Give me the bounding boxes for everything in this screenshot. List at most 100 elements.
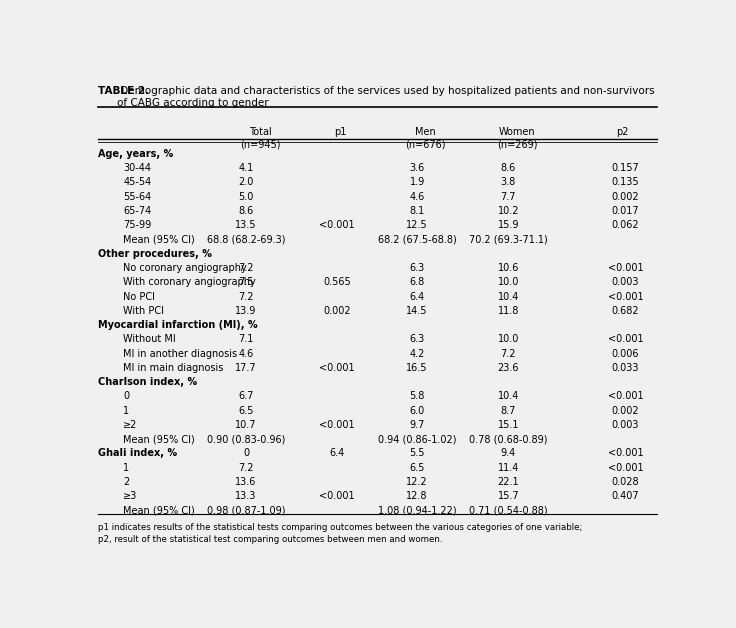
Text: 1.9: 1.9: [409, 177, 425, 187]
Text: ≥3: ≥3: [124, 491, 138, 501]
Text: <0.001: <0.001: [319, 491, 355, 501]
Text: 0.157: 0.157: [612, 163, 639, 173]
Text: 0.78 (0.68-0.89): 0.78 (0.68-0.89): [469, 434, 548, 444]
Text: 75-99: 75-99: [124, 220, 152, 230]
Text: 6.3: 6.3: [409, 263, 425, 273]
Text: Without MI: Without MI: [124, 334, 176, 344]
Text: 9.4: 9.4: [500, 448, 516, 458]
Text: 70.2 (69.3-71.1): 70.2 (69.3-71.1): [469, 234, 548, 244]
Text: 3.6: 3.6: [409, 163, 425, 173]
Text: 14.5: 14.5: [406, 306, 428, 316]
Text: 10.0: 10.0: [498, 277, 519, 287]
Text: 0.71 (0.54-0.88): 0.71 (0.54-0.88): [469, 506, 548, 516]
Text: 65-74: 65-74: [124, 206, 152, 216]
Text: <0.001: <0.001: [607, 391, 643, 401]
Text: Myocardial infarction (MI), %: Myocardial infarction (MI), %: [98, 320, 258, 330]
Text: 13.6: 13.6: [236, 477, 257, 487]
Text: 0.003: 0.003: [612, 277, 639, 287]
Text: 6.4: 6.4: [409, 291, 425, 301]
Text: 13.5: 13.5: [236, 220, 257, 230]
Text: 5.8: 5.8: [409, 391, 425, 401]
Text: 15.9: 15.9: [498, 220, 519, 230]
Text: <0.001: <0.001: [607, 334, 643, 344]
Text: 8.6: 8.6: [500, 163, 516, 173]
Text: Demographic data and characteristics of the services used by hospitalized patien: Demographic data and characteristics of …: [116, 86, 654, 107]
Text: 6.3: 6.3: [409, 334, 425, 344]
Text: Total
(n=945): Total (n=945): [240, 127, 280, 149]
Text: 10.2: 10.2: [498, 206, 519, 216]
Text: Mean (95% CI): Mean (95% CI): [124, 506, 195, 516]
Text: 6.4: 6.4: [330, 448, 345, 458]
Text: 22.1: 22.1: [498, 477, 519, 487]
Text: 5.5: 5.5: [409, 448, 425, 458]
Text: TABLE 2.: TABLE 2.: [98, 86, 149, 96]
Text: 7.7: 7.7: [500, 192, 516, 202]
Text: 4.1: 4.1: [238, 163, 254, 173]
Text: 7.5: 7.5: [238, 277, 254, 287]
Text: 16.5: 16.5: [406, 363, 428, 373]
Text: 10.4: 10.4: [498, 391, 519, 401]
Text: 10.6: 10.6: [498, 263, 519, 273]
Text: 0.062: 0.062: [612, 220, 639, 230]
Text: 0.565: 0.565: [323, 277, 351, 287]
Text: 2: 2: [124, 477, 130, 487]
Text: p2: p2: [616, 127, 629, 137]
Text: 15.1: 15.1: [498, 420, 519, 430]
Text: 7.2: 7.2: [238, 463, 254, 473]
Text: 10.0: 10.0: [498, 334, 519, 344]
Text: 4.2: 4.2: [409, 349, 425, 359]
Text: <0.001: <0.001: [607, 463, 643, 473]
Text: MI in main diagnosis: MI in main diagnosis: [124, 363, 224, 373]
Text: 0.028: 0.028: [612, 477, 639, 487]
Text: 0: 0: [243, 448, 249, 458]
Text: Women
(n=269): Women (n=269): [497, 127, 537, 149]
Text: 0.033: 0.033: [612, 363, 639, 373]
Text: 0.682: 0.682: [612, 306, 639, 316]
Text: 0.002: 0.002: [612, 406, 639, 416]
Text: 15.7: 15.7: [498, 491, 519, 501]
Text: 0.002: 0.002: [323, 306, 351, 316]
Text: 12.2: 12.2: [406, 477, 428, 487]
Text: 30-44: 30-44: [124, 163, 152, 173]
Text: 11.8: 11.8: [498, 306, 519, 316]
Text: 55-64: 55-64: [124, 192, 152, 202]
Text: 7.2: 7.2: [500, 349, 516, 359]
Text: <0.001: <0.001: [607, 263, 643, 273]
Text: Other procedures, %: Other procedures, %: [98, 249, 211, 259]
Text: Mean (95% CI): Mean (95% CI): [124, 234, 195, 244]
Text: <0.001: <0.001: [319, 220, 355, 230]
Text: 68.8 (68.2-69.3): 68.8 (68.2-69.3): [207, 234, 286, 244]
Text: p2, result of the statistical test comparing outcomes between men and women.: p2, result of the statistical test compa…: [98, 535, 442, 544]
Text: 17.7: 17.7: [236, 363, 257, 373]
Text: 0.90 (0.83-0.96): 0.90 (0.83-0.96): [207, 434, 285, 444]
Text: 0.002: 0.002: [612, 192, 639, 202]
Text: Ghali index, %: Ghali index, %: [98, 448, 177, 458]
Text: 6.5: 6.5: [409, 463, 425, 473]
Text: p1: p1: [334, 127, 347, 137]
Text: Age, years, %: Age, years, %: [98, 149, 173, 159]
Text: 10.4: 10.4: [498, 291, 519, 301]
Text: 0.006: 0.006: [612, 349, 639, 359]
Text: 6.8: 6.8: [409, 277, 425, 287]
Text: 0.017: 0.017: [612, 206, 639, 216]
Text: 0.003: 0.003: [612, 420, 639, 430]
Text: No PCI: No PCI: [124, 291, 155, 301]
Text: 7.2: 7.2: [238, 291, 254, 301]
Text: <0.001: <0.001: [319, 420, 355, 430]
Text: 1.08 (0.94-1.22): 1.08 (0.94-1.22): [378, 506, 456, 516]
Text: 4.6: 4.6: [238, 349, 254, 359]
Text: 0.98 (0.87-1.09): 0.98 (0.87-1.09): [207, 506, 286, 516]
Text: Mean (95% CI): Mean (95% CI): [124, 434, 195, 444]
Text: <0.001: <0.001: [607, 448, 643, 458]
Text: 23.6: 23.6: [498, 363, 519, 373]
Text: Charlson index, %: Charlson index, %: [98, 377, 197, 387]
Text: 45-54: 45-54: [124, 177, 152, 187]
Text: 9.7: 9.7: [409, 420, 425, 430]
Text: 6.0: 6.0: [409, 406, 425, 416]
Text: <0.001: <0.001: [319, 363, 355, 373]
Text: Men
(n=676): Men (n=676): [406, 127, 446, 149]
Text: 1: 1: [124, 406, 130, 416]
Text: 0.94 (0.86-1.02): 0.94 (0.86-1.02): [378, 434, 456, 444]
Text: 13.9: 13.9: [236, 306, 257, 316]
Text: 8.1: 8.1: [409, 206, 425, 216]
